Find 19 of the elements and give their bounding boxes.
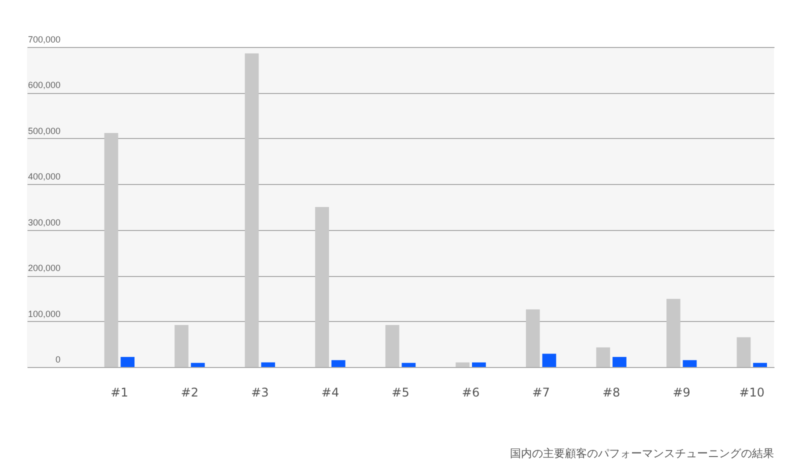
- y-tick-label: 200,000: [28, 263, 60, 274]
- x-tick-label: #1: [110, 386, 128, 400]
- x-tick-label: #6: [462, 386, 480, 400]
- x-tick-label: #8: [602, 386, 620, 400]
- y-tick-label: 700,000: [28, 34, 60, 44]
- y-tick-label: 0: [55, 354, 60, 364]
- x-tick-label: #7: [532, 386, 550, 400]
- x-tick-label: #10: [739, 386, 765, 400]
- y-tick-label: 300,000: [28, 217, 60, 228]
- y-tick-label: 100,000: [28, 308, 60, 319]
- x-tick-label: #9: [672, 386, 690, 400]
- x-tick-label: #4: [321, 386, 340, 400]
- x-tick-label: #5: [392, 386, 410, 400]
- y-tick-label: 500,000: [28, 126, 60, 136]
- x-tick-label: #2: [180, 386, 199, 400]
- x-tick-label: #3: [251, 386, 269, 400]
- y-tick-label: 400,000: [28, 172, 60, 182]
- text: 国内の主要顧客のパフォーマンスチューニングの結果: [510, 447, 774, 460]
- y-tick-label: 600,000: [28, 80, 60, 90]
